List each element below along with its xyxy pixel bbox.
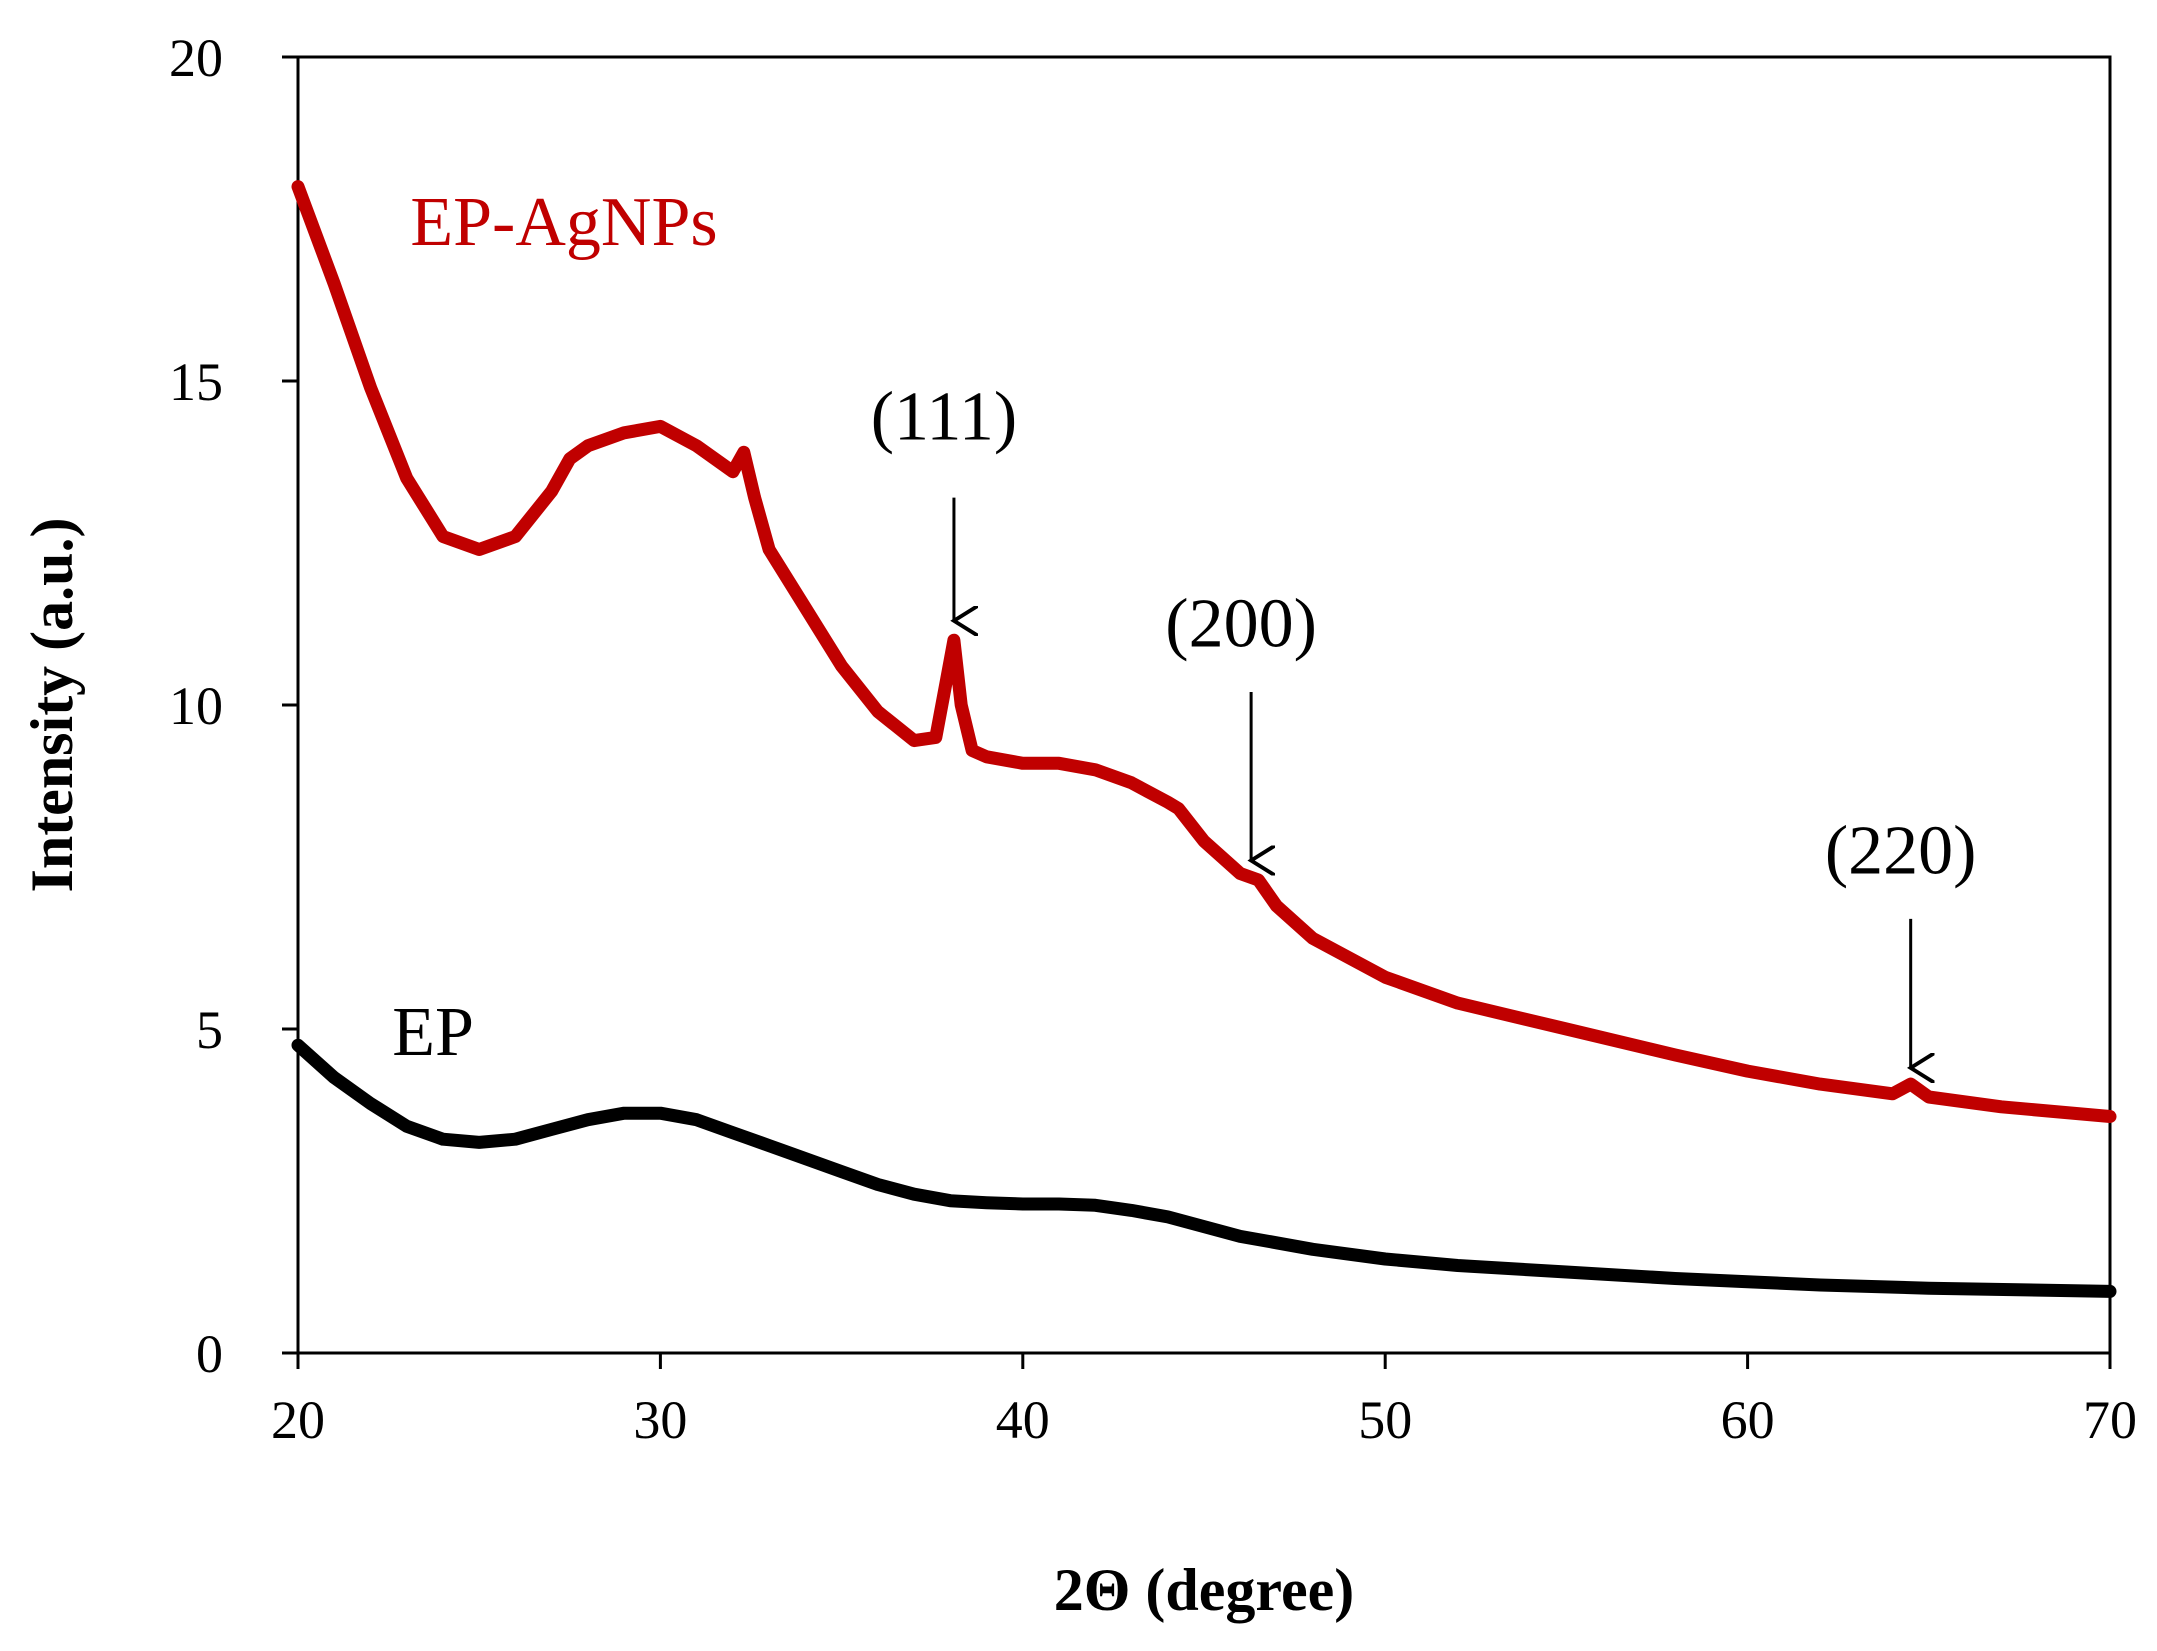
series-line-ep-agnps [291,180,2117,1123]
y-tick-label: 10 [169,676,223,736]
x-tick-label: 20 [271,1390,325,1450]
peak-label: (220) [1825,812,1977,889]
x-tick-label: 50 [1358,1390,1412,1450]
x-tick-label: 30 [633,1390,687,1450]
peak-label: (200) [1165,586,1317,663]
series-line-ep [291,1038,2117,1298]
y-tick-label: 20 [169,28,223,88]
peak-annotations: (111) (200) (220) [871,378,1977,1068]
series-label: EP-AgNPs [410,184,717,261]
series-labels: EP-AgNPs EP [392,184,717,1071]
y-tick-label: 0 [196,1324,223,1384]
series-label: EP [392,994,474,1071]
x-tick-label: 60 [1721,1390,1775,1450]
x-tick-label: 70 [2083,1390,2137,1450]
x-axis-title: 2Θ (degree) [1054,1557,1354,1623]
y-axis-title: Intensity (a.u.) [19,517,85,892]
y-tick-label: 15 [169,352,223,412]
series-layer [291,180,2117,1298]
peak-label: (111) [871,378,1017,455]
y-axis-ticks: 0 5 10 15 20 [169,28,298,1384]
x-tick-label: 40 [996,1390,1050,1450]
y-tick-label: 5 [196,1000,223,1060]
x-axis-ticks: 20 30 40 50 60 70 [271,1353,2137,1450]
